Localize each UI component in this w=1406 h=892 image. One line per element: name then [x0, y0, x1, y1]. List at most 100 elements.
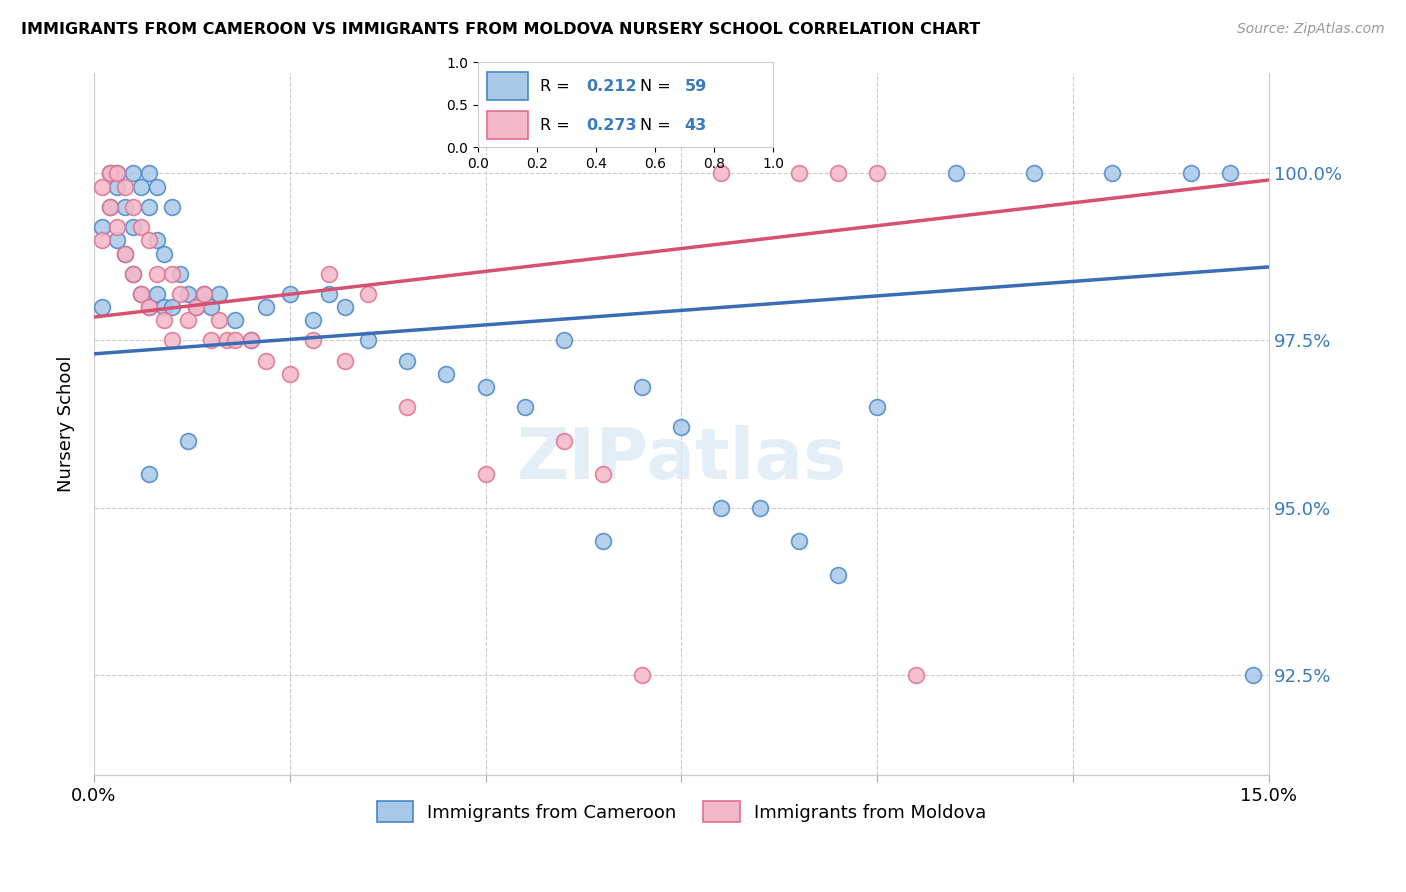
Point	[1022, 166, 1045, 180]
Point	[138, 300, 160, 314]
Point	[184, 300, 207, 314]
Text: Source: ZipAtlas.com: Source: ZipAtlas.com	[1237, 22, 1385, 37]
Point	[710, 500, 733, 515]
Point	[177, 286, 200, 301]
Point	[90, 300, 112, 314]
Point	[162, 200, 184, 214]
Point	[200, 300, 222, 314]
Point	[224, 334, 246, 348]
Point	[224, 313, 246, 327]
Point	[474, 380, 496, 394]
Text: 0.212: 0.212	[586, 78, 637, 94]
Point	[107, 179, 129, 194]
Legend: Immigrants from Cameroon, Immigrants from Moldova: Immigrants from Cameroon, Immigrants fro…	[370, 794, 994, 830]
Point	[357, 334, 380, 348]
Point	[129, 286, 152, 301]
Point	[145, 233, 167, 247]
Point	[138, 300, 160, 314]
Point	[710, 166, 733, 180]
Text: R =: R =	[540, 78, 575, 94]
Point	[122, 166, 145, 180]
Point	[177, 434, 200, 448]
Point	[631, 668, 654, 682]
Point	[107, 233, 129, 247]
Point	[318, 286, 340, 301]
Point	[217, 334, 239, 348]
Y-axis label: Nursery School: Nursery School	[58, 356, 75, 492]
Point	[239, 334, 262, 348]
Text: N =: N =	[641, 78, 676, 94]
Point	[114, 200, 136, 214]
Point	[153, 300, 176, 314]
Point	[866, 166, 889, 180]
Point	[396, 401, 419, 415]
Point	[278, 286, 301, 301]
Point	[827, 567, 849, 582]
Point	[396, 353, 419, 368]
Point	[169, 286, 191, 301]
FancyBboxPatch shape	[486, 71, 529, 100]
Point	[114, 179, 136, 194]
Point	[436, 367, 458, 381]
Text: ZIPatlas: ZIPatlas	[516, 425, 846, 493]
Text: R =: R =	[540, 118, 575, 133]
Point	[474, 467, 496, 482]
Point	[592, 534, 614, 549]
Text: 43: 43	[685, 118, 707, 133]
Point	[866, 401, 889, 415]
Point	[208, 313, 231, 327]
Point	[138, 166, 160, 180]
Point	[145, 286, 167, 301]
FancyBboxPatch shape	[486, 111, 529, 139]
Point	[114, 246, 136, 260]
Point	[631, 380, 654, 394]
Point	[98, 200, 121, 214]
Text: 59: 59	[685, 78, 707, 94]
Point	[905, 668, 928, 682]
Point	[138, 467, 160, 482]
Point	[827, 166, 849, 180]
Point	[1180, 166, 1202, 180]
Point	[98, 200, 121, 214]
Point	[553, 434, 575, 448]
Point	[129, 179, 152, 194]
Point	[169, 267, 191, 281]
Point	[254, 353, 277, 368]
Point	[318, 267, 340, 281]
Point	[138, 233, 160, 247]
Point	[184, 300, 207, 314]
Point	[333, 353, 356, 368]
Point	[208, 286, 231, 301]
Point	[114, 246, 136, 260]
Point	[787, 534, 810, 549]
Point	[513, 401, 536, 415]
Point	[278, 367, 301, 381]
Point	[162, 267, 184, 281]
Point	[129, 286, 152, 301]
Point	[193, 286, 215, 301]
Point	[1101, 166, 1123, 180]
Point	[193, 286, 215, 301]
Point	[592, 467, 614, 482]
Point	[553, 334, 575, 348]
Point	[177, 313, 200, 327]
Point	[145, 179, 167, 194]
Point	[302, 334, 325, 348]
Point	[357, 286, 380, 301]
Point	[748, 500, 770, 515]
Point	[138, 200, 160, 214]
Text: N =: N =	[641, 118, 676, 133]
Point	[153, 313, 176, 327]
Point	[945, 166, 967, 180]
Point	[239, 334, 262, 348]
Point	[90, 233, 112, 247]
Point	[90, 219, 112, 234]
Point	[145, 267, 167, 281]
Point	[90, 179, 112, 194]
Point	[122, 200, 145, 214]
Point	[1219, 166, 1241, 180]
Point	[162, 334, 184, 348]
Point	[200, 334, 222, 348]
Point	[787, 166, 810, 180]
Point	[107, 166, 129, 180]
